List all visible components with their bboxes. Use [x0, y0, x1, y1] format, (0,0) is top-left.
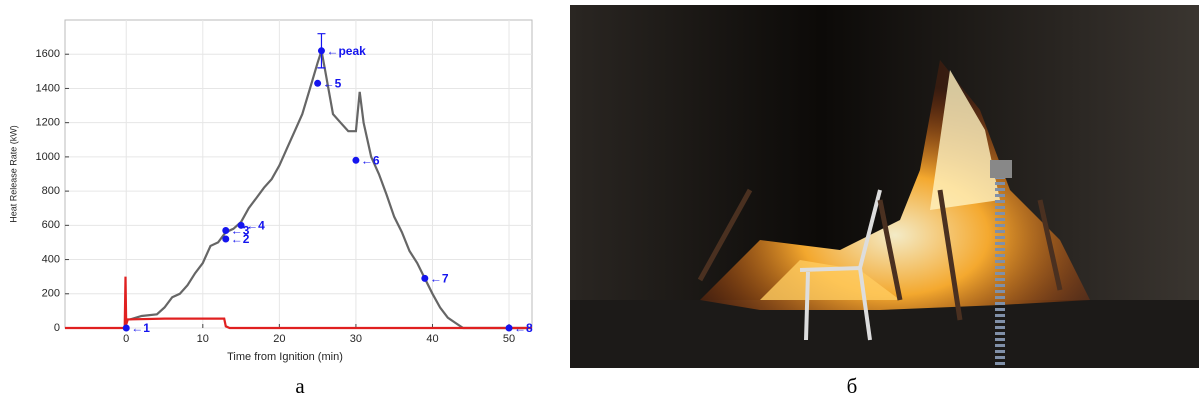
event-point [314, 80, 321, 87]
x-tick-label: 40 [426, 333, 438, 345]
page: а б Time from Ignition (min) Heat Releas… [0, 0, 1199, 401]
figure: а б Time from Ignition (min) Heat Releas… [0, 0, 1199, 401]
x-tick-label: 30 [350, 333, 362, 345]
x-axis-label: Time from Ignition (min) [227, 351, 343, 363]
y-axis-label: Heat Release Rate (kW) [8, 125, 18, 223]
x-tick-label: 10 [197, 333, 209, 345]
event-point [318, 47, 325, 54]
event-point [238, 222, 245, 229]
event-point [222, 236, 229, 243]
photo [570, 5, 1199, 368]
plot-area [65, 20, 532, 328]
y-tick-label: 600 [42, 219, 60, 231]
point-label: ←4 [246, 219, 265, 233]
y-tick-label: 400 [42, 253, 60, 265]
point-label: ←6 [361, 153, 380, 167]
y-tick-label: 200 [42, 288, 60, 300]
event-point [123, 325, 130, 332]
event-point [352, 157, 359, 164]
y-tick-label: 1400 [36, 82, 60, 94]
point-label: ←5 [323, 76, 342, 90]
y-tick-label: 1200 [36, 117, 60, 129]
x-tick-label: 20 [273, 333, 285, 345]
event-point [421, 275, 428, 282]
caption: а [295, 374, 305, 398]
x-tick-label: 0 [123, 333, 129, 345]
caption: б [847, 374, 858, 398]
event-point [222, 227, 229, 234]
y-tick-label: 0 [54, 322, 60, 334]
point-label: ←1 [131, 321, 150, 335]
y-tick-label: 800 [42, 185, 60, 197]
y-tick-label: 1600 [36, 48, 60, 60]
event-point [506, 325, 513, 332]
point-label: ←7 [430, 272, 449, 286]
y-tick-label: 1000 [36, 151, 60, 163]
point-label: ←peak [326, 44, 366, 58]
point-label: ←8 [514, 321, 533, 335]
